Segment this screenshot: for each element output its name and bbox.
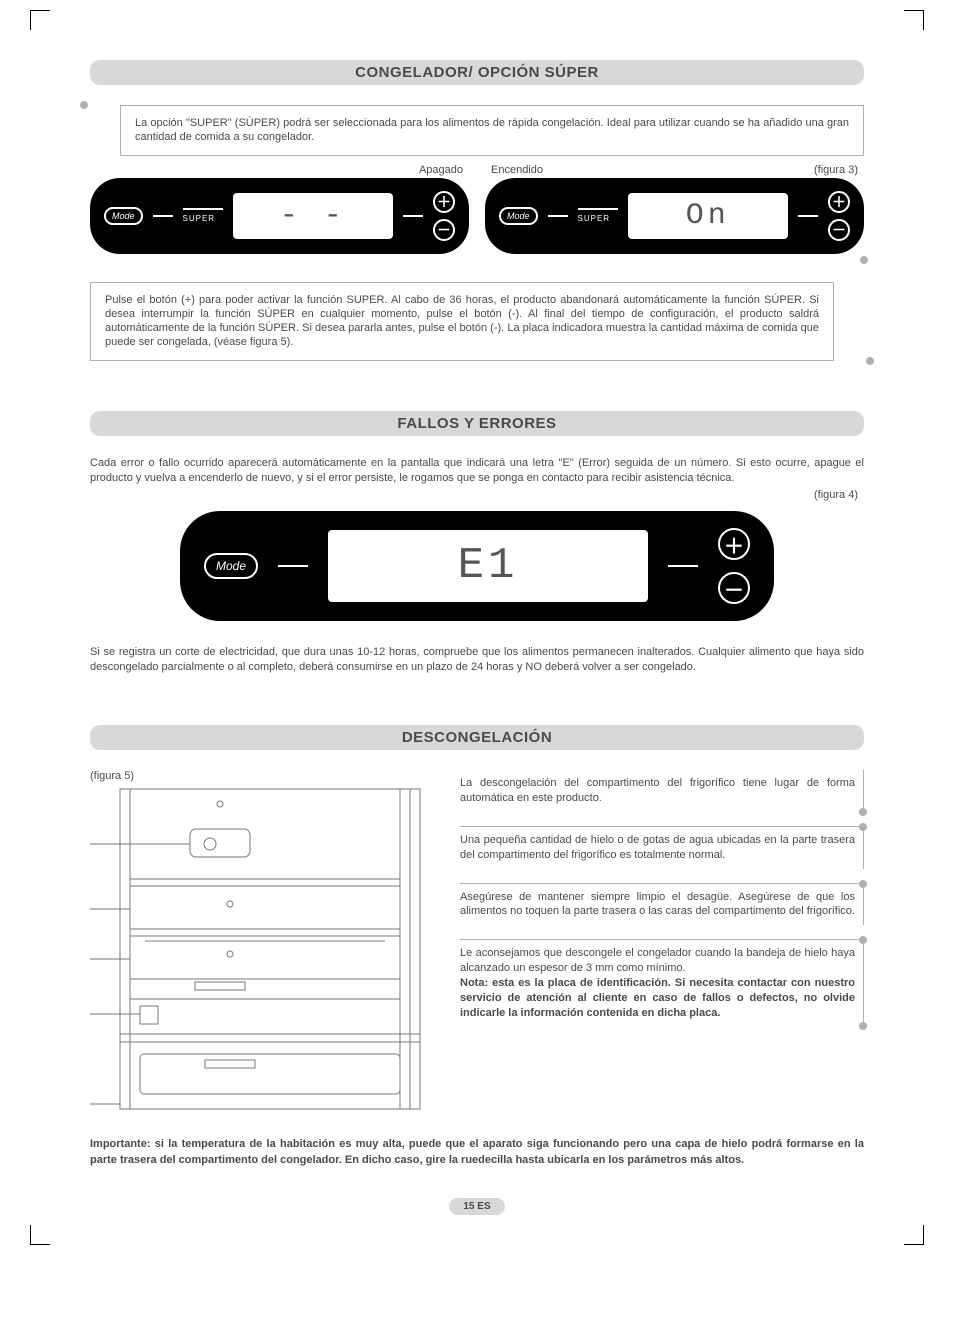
connector — [548, 215, 568, 217]
display-panel-off: Mode SUPER - - ＋ － — [90, 178, 469, 254]
defrost-split: (figura 5) — [90, 770, 864, 1117]
section-header-fallos: FALLOS Y ERRORES — [90, 411, 864, 436]
minus-button[interactable]: － — [433, 219, 455, 241]
connector — [403, 215, 423, 217]
plus-minus-col: ＋ － — [828, 191, 850, 241]
page-number-wrap: 15 ES — [90, 1168, 864, 1215]
fallos-intro: Cada error o fallo ocurrido aparecerá au… — [90, 456, 864, 486]
panel-col-off: Apagado Mode SUPER - - ＋ － — [90, 164, 469, 254]
decor-dot — [860, 256, 868, 264]
fig3-label: (figura 3) — [808, 164, 864, 178]
super-label: SUPER — [183, 214, 223, 223]
mode-button[interactable]: Mode — [499, 207, 538, 225]
status-col: SUPER — [183, 208, 223, 223]
defrost-info-3: Asegúrese de mantener siempre limpio el … — [460, 883, 864, 926]
section-header-congelador: CONGELADOR/ OPCIÓN SÚPER — [90, 60, 864, 85]
connector — [798, 215, 818, 217]
after-box-super: Pulse el botón (+) para poder activar la… — [90, 282, 834, 361]
plus-button[interactable]: ＋ — [718, 528, 750, 560]
intro-text-super: La opción "SUPER" (SÚPER) podrá ser sele… — [135, 117, 849, 143]
page-number: 15 ES — [449, 1198, 504, 1215]
defrost-note: Nota: esta es la placa de identificación… — [460, 977, 855, 1019]
defrost-info-1: La descongelación del compartimento del … — [460, 770, 864, 812]
section-header-descongelacion: DESCONGELACIÓN — [90, 725, 864, 750]
defrost-info-col: La descongelación del compartimento del … — [460, 770, 864, 1117]
label-encendido: Encendido — [485, 164, 549, 178]
fallos-after: Si se registra un corte de electricidad,… — [90, 645, 864, 675]
minus-button[interactable]: － — [718, 572, 750, 604]
connector — [278, 565, 308, 567]
error-panel-wrap: Mode E1 ＋ － — [180, 511, 774, 621]
plus-minus-col: ＋ － — [718, 528, 750, 604]
display-panel-error: Mode E1 ＋ － — [180, 511, 774, 621]
panel-col-on: Encendido (figura 3) Mode SUPER On ＋ － — [485, 164, 864, 254]
status-col: SUPER — [578, 208, 618, 223]
super-label: SUPER — [578, 214, 618, 223]
connector — [153, 215, 173, 217]
defrost-info-2-text: Una pequeña cantidad de hielo o de gotas… — [460, 834, 855, 861]
decor-dot — [866, 357, 874, 365]
defrost-info-4-text: Le aconsejamos que descongele el congela… — [460, 947, 855, 974]
defrost-info-2: Una pequeña cantidad de hielo o de gotas… — [460, 826, 864, 869]
plus-button[interactable]: ＋ — [433, 191, 455, 213]
decor-dot — [859, 936, 867, 944]
decor-dot — [859, 808, 867, 816]
lcd-off: - - — [233, 193, 393, 239]
mode-button[interactable]: Mode — [104, 207, 143, 225]
fig5-label: (figura 5) — [90, 770, 430, 782]
connector — [668, 565, 698, 567]
panel-row: Apagado Mode SUPER - - ＋ － Encendido (fi… — [90, 164, 864, 254]
lcd-error: E1 — [328, 530, 648, 602]
plus-button[interactable]: ＋ — [828, 191, 850, 213]
decor-dot — [859, 880, 867, 888]
intro-box-super: La opción "SUPER" (SÚPER) podrá ser sele… — [120, 105, 864, 156]
fridge-diagram — [90, 784, 430, 1114]
defrost-info-1-text: La descongelación del compartimento del … — [460, 777, 855, 804]
lcd-on: On — [628, 193, 788, 239]
fridge-diagram-wrap: (figura 5) — [90, 770, 430, 1117]
fig4-label: (figura 4) — [90, 489, 864, 503]
after-text-super: Pulse el botón (+) para poder activar la… — [105, 294, 819, 349]
important-note: Importante: si la temperatura de la habi… — [90, 1137, 864, 1168]
mode-button[interactable]: Mode — [204, 553, 258, 579]
decor-dot — [80, 101, 88, 109]
plus-minus-col: ＋ － — [433, 191, 455, 241]
label-apagado: Apagado — [90, 164, 469, 178]
status-line — [183, 208, 223, 210]
display-panel-on: Mode SUPER On ＋ － — [485, 178, 864, 254]
defrost-info-4: Le aconsejamos que descongele el congela… — [460, 939, 864, 1026]
minus-button[interactable]: － — [828, 219, 850, 241]
decor-dot — [859, 1022, 867, 1030]
defrost-info-3-text: Asegúrese de mantener siempre limpio el … — [460, 891, 855, 918]
status-line — [578, 208, 618, 210]
decor-dot — [859, 823, 867, 831]
